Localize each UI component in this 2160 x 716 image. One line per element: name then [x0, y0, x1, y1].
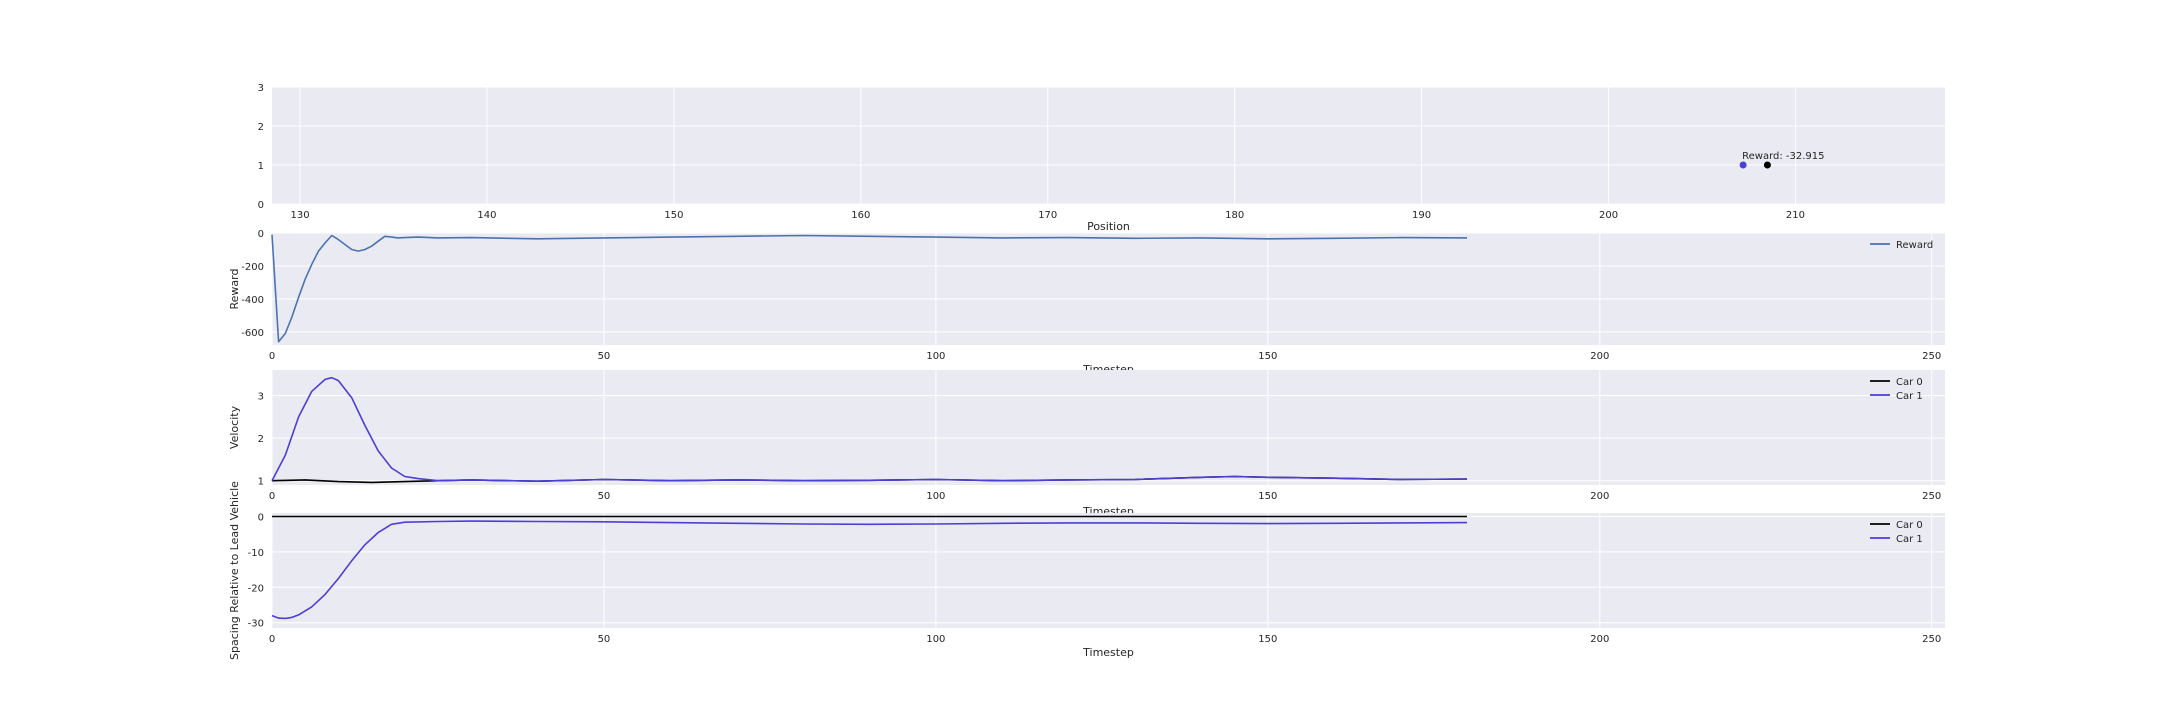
chart-panel-1: 130 140 150 160 170 180 190 200 210 0 1 2 3 Position R… — [258, 83, 1945, 233]
scatter-point — [1763, 161, 1771, 169]
x-tick-label: 0 — [269, 634, 275, 645]
y-tick-label: 0 — [258, 513, 264, 524]
y-tick-label: -20 — [248, 583, 264, 594]
legend-label: Car 1 — [1896, 534, 1923, 545]
chart-panel-2: 0 50 100 150 200 2500-200-400-600TimestepRewa… — [228, 229, 1945, 376]
x-tick-label: 50 — [598, 634, 611, 645]
x-tick-label: 180 — [1225, 210, 1244, 221]
y-tick-label: 3 — [258, 83, 264, 94]
x-axis-label: Timestep — [1082, 646, 1134, 659]
legend-label: Car 0 — [1896, 377, 1923, 388]
plot-area — [272, 233, 1945, 345]
y-tick-label: 2 — [258, 122, 264, 133]
plot-area — [272, 87, 1945, 204]
series-line-car-1 — [271, 376, 1468, 483]
y-axis-label: Spacing Relative to Lead Vehicle — [228, 481, 241, 660]
x-tick-label: 170 — [1038, 210, 1057, 221]
y-tick-label: -600 — [241, 328, 264, 339]
y-tick-label: 0 — [258, 200, 264, 211]
y-tick-label: 1 — [258, 477, 264, 488]
x-tick-label: 150 — [664, 210, 683, 221]
x-tick-label: 50 — [598, 351, 611, 362]
x-tick-label: 250 — [1922, 491, 1941, 502]
plot-area — [272, 370, 1945, 485]
x-tick-label: 200 — [1590, 351, 1609, 362]
x-tick-label: 50 — [598, 491, 611, 502]
x-tick-label: 100 — [926, 634, 945, 645]
y-axis-label: Velocity — [228, 405, 241, 449]
chart-panel-4: 0 50 100 150 200 250 0 -10 -20 -30 Timestep Spacing… — [228, 481, 1945, 660]
x-tick-label: 130 — [290, 210, 309, 221]
y-tick-label: 0 — [258, 229, 264, 240]
legend-label: Reward — [1896, 240, 1933, 251]
y-tick-label: 3 — [258, 392, 264, 403]
y-tick-label: 2 — [258, 434, 264, 445]
x-axis-label: Position — [1087, 220, 1130, 233]
x-tick-label: 200 — [1590, 491, 1609, 502]
x-tick-label: 150 — [1258, 491, 1277, 502]
legend-label: Car 0 — [1896, 520, 1923, 531]
x-tick-label: 100 — [926, 491, 945, 502]
x-tick-label: 100 — [926, 351, 945, 362]
x-tick-label: 200 — [1599, 210, 1618, 221]
x-tick-label: 200 — [1590, 634, 1609, 645]
x-tick-label: 150 — [1258, 351, 1277, 362]
x-tick-label: 150 — [1258, 634, 1277, 645]
x-tick-label: 250 — [1922, 634, 1941, 645]
plot-area — [272, 513, 1945, 628]
x-tick-label: 0 — [269, 351, 275, 362]
x-tick-label: 140 — [477, 210, 496, 221]
y-axis-label: Reward — [228, 269, 241, 310]
x-tick-label: 250 — [1922, 351, 1941, 362]
y-tick-label: -30 — [248, 619, 264, 630]
y-tick-label: 1 — [258, 161, 264, 172]
x-tick-label: 0 — [269, 491, 275, 502]
x-tick-label: 160 — [851, 210, 870, 221]
series-line-reward — [271, 234, 1468, 343]
y-tick-label: -10 — [248, 548, 264, 559]
scatter-point — [1739, 161, 1747, 169]
series-line-car-1 — [271, 520, 1468, 620]
reward-annotation: Reward: -32.915 — [1742, 151, 1824, 162]
legend-label: Car 1 — [1896, 391, 1923, 402]
y-tick-label: -400 — [241, 295, 264, 306]
x-tick-label: 210 — [1786, 210, 1805, 221]
x-tick-label: 190 — [1412, 210, 1431, 221]
y-tick-label: -200 — [241, 262, 264, 273]
